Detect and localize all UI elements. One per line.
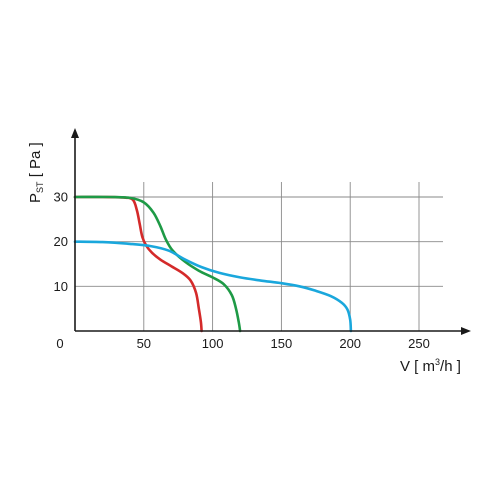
series-line-1 (73, 195, 242, 333)
x-tick-label-4: 200 (339, 336, 361, 351)
y-tick-label-1: 20 (54, 234, 68, 249)
y-axis-label: PST [ Pa ] (27, 142, 45, 203)
x-tick-label-2: 100 (202, 336, 224, 351)
grid (75, 182, 443, 331)
series-layer (73, 195, 353, 333)
series-line-0 (73, 195, 203, 333)
x-tick-label-3: 150 (271, 336, 293, 351)
x-tick-label-5: 250 (408, 336, 430, 351)
y-tick-label-0: 10 (54, 279, 68, 294)
x-axis-label: V [ m3/h ] (400, 357, 461, 375)
x-tick-label-1: 50 (137, 336, 151, 351)
x-origin-label: 0 (56, 336, 63, 351)
series-line-2 (73, 240, 353, 333)
axes (71, 128, 471, 335)
x-axis-arrow (461, 327, 471, 335)
y-axis-arrow (71, 128, 79, 138)
tick-labels: 50 100 150 200 250 10 20 30 (54, 190, 430, 352)
y-tick-label-2: 30 (54, 190, 68, 205)
